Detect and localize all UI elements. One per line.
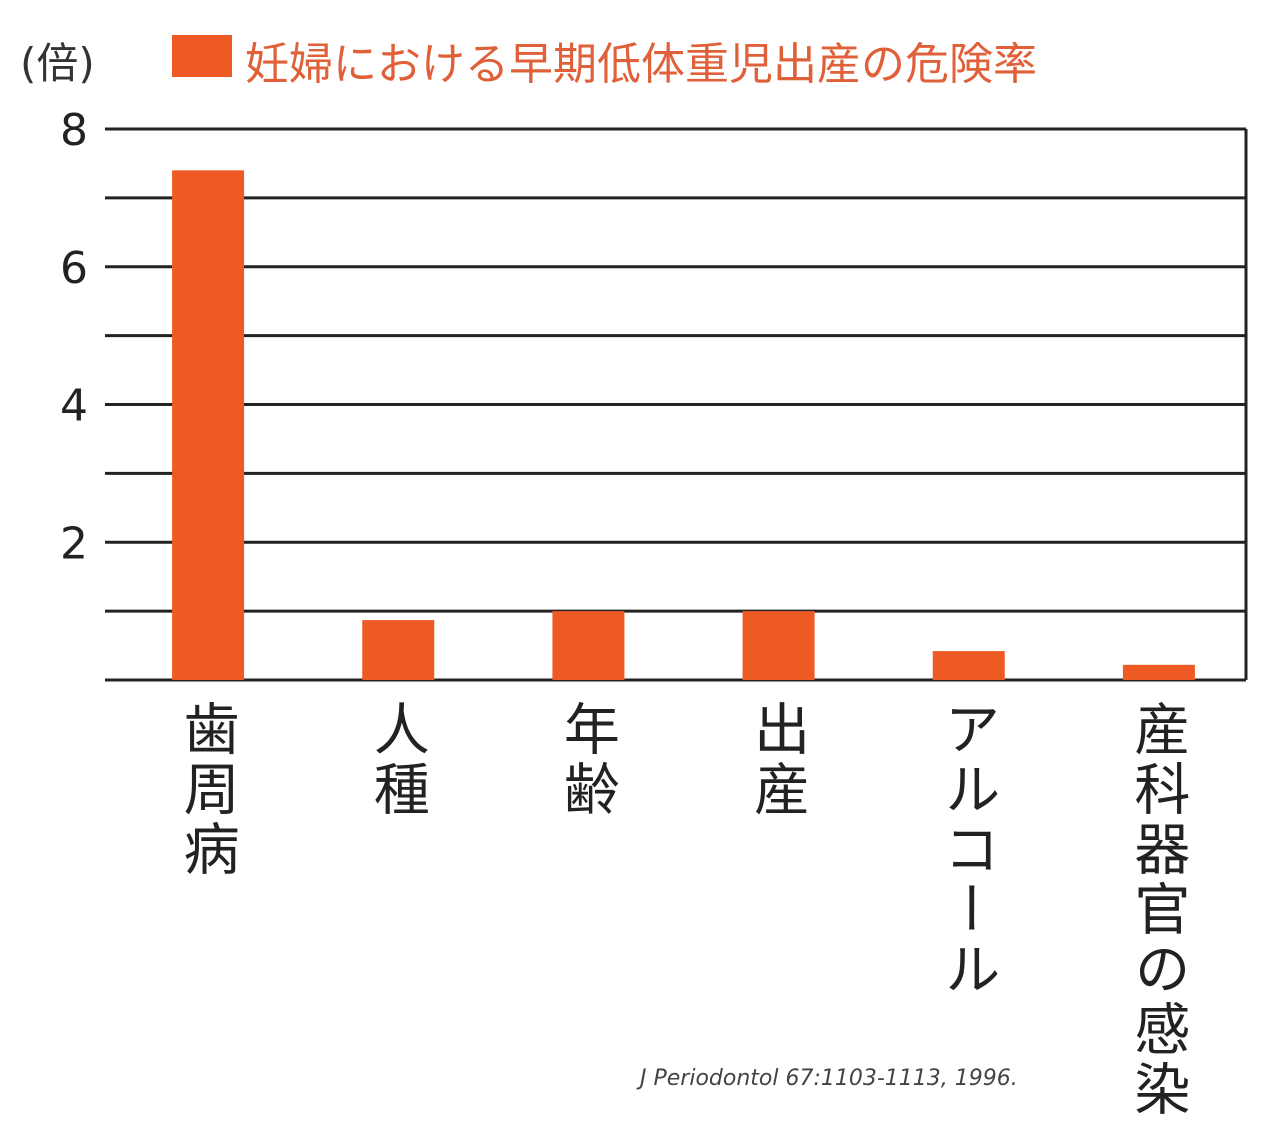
y-tick-label: 6 xyxy=(60,243,88,294)
y-tick-label: 4 xyxy=(60,381,88,432)
legend-swatch xyxy=(172,35,232,77)
legend-label: 妊婦における早期低体重児出産の危険率 xyxy=(245,39,1037,90)
bar xyxy=(552,611,625,680)
bar xyxy=(172,170,245,680)
source-citation: J Periodontol 67:1103-1113, 1996. xyxy=(640,1066,1018,1091)
x-category-label: アルコール xyxy=(934,700,1000,1000)
x-category-label: 歯周病 xyxy=(174,700,240,880)
bar xyxy=(1122,664,1195,680)
x-category-label: 出産 xyxy=(744,700,810,820)
y-unit-label: (倍) xyxy=(20,39,95,88)
x-category-label: 産科器官の感染 xyxy=(1124,700,1190,1120)
x-category-label: 人種 xyxy=(364,700,430,820)
y-tick-label: 2 xyxy=(60,518,88,569)
y-tick-label: 8 xyxy=(60,105,88,156)
x-category-label: 年齢 xyxy=(554,700,620,820)
bar xyxy=(362,620,435,680)
bar xyxy=(742,611,815,680)
bar xyxy=(932,651,1005,680)
